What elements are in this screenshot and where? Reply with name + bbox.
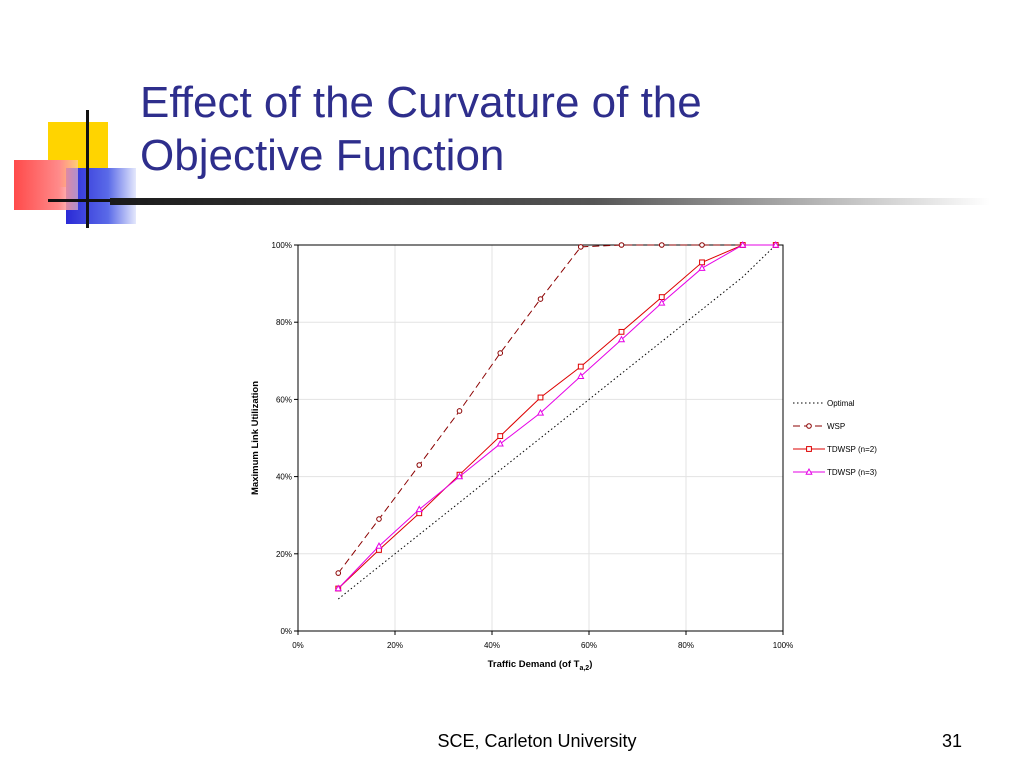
slide-title-line-2: Objective Function: [140, 131, 505, 180]
plot-border: [297, 244, 784, 632]
decor-vertical-line: [86, 110, 89, 228]
data-point-tdwsp-n-3: [496, 439, 504, 447]
data-point-wsp: [456, 408, 463, 414]
x-axis-label-main: Traffic Demand (of T: [488, 659, 580, 670]
legend-marker: [805, 467, 813, 475]
x-tick-label: 100%: [773, 641, 793, 650]
data-point-wsp: [497, 350, 504, 356]
x-axis-label-subscript: a,2: [579, 665, 589, 672]
data-point-tdwsp-n-3: [455, 472, 464, 480]
series-line-tdwsp-n-3: [337, 244, 776, 589]
slide-title-line-1: Effect of the Curvature of the: [140, 78, 702, 127]
x-tick-label: 60%: [581, 641, 597, 650]
x-tick-label: 0%: [292, 641, 304, 650]
axis-ticks: 0% 20% 40% 60% 80% 100% 0% 20% 40% 60% 80% 100%: [272, 241, 794, 650]
data-point-wsp: [618, 242, 625, 248]
data-series: [334, 240, 780, 600]
series-line-optimal: [337, 244, 777, 600]
series-line-wsp: [337, 244, 776, 574]
data-point-wsp: [376, 516, 382, 522]
y-tick-label: 40%: [276, 473, 292, 482]
x-tick-label: 40%: [484, 641, 500, 650]
x-tick-label: 20%: [387, 641, 403, 650]
plot-area: [298, 245, 783, 631]
data-point-tdwsp-n-3: [698, 264, 706, 271]
data-point-wsp: [577, 244, 584, 250]
data-point-tdwsp-n-2: [497, 433, 504, 439]
data-point-tdwsp-n-3: [772, 240, 780, 248]
y-tick-label: 20%: [276, 550, 292, 559]
data-point-tdwsp-n-3: [658, 298, 666, 306]
data-point-wsp: [699, 242, 705, 248]
footer-organization: SCE, Carleton University: [437, 731, 637, 751]
y-axis-label: Maximum Link Utilization: [250, 381, 261, 495]
slide-title: Effect of the Curvature of the Objective…: [140, 76, 1000, 182]
data-point-wsp: [416, 462, 423, 468]
data-point-tdwsp-n-3: [536, 408, 545, 416]
legend-label: TDWSP (n=3): [827, 468, 877, 477]
y-tick-label: 60%: [276, 395, 292, 404]
y-tick-label: 100%: [272, 241, 292, 250]
legend-marker: [806, 446, 812, 452]
data-point-tdwsp-n-3: [334, 584, 342, 592]
data-point-tdwsp-n-3: [375, 542, 383, 549]
data-point-tdwsp-n-2: [618, 328, 625, 335]
x-tick-label: 80%: [678, 641, 694, 650]
y-tick-label: 0%: [280, 627, 292, 636]
legend-label: Optimal: [827, 399, 855, 408]
data-point-tdwsp-n-2: [537, 394, 544, 401]
x-axis-label: Traffic Demand (of Ta,2): [488, 659, 593, 672]
title-underline: [110, 198, 990, 205]
series-optimal: [337, 244, 777, 600]
data-point-tdwsp-n-2: [577, 363, 584, 370]
data-point-wsp: [658, 242, 665, 248]
legend-label: TDWSP (n=2): [827, 445, 877, 454]
legend: Optimal WSP TDWSP (n=2) TDWSP (n=3): [793, 399, 877, 477]
grid-lines: [298, 245, 783, 631]
data-point-tdwsp-n-3: [577, 372, 585, 379]
data-point-wsp: [335, 570, 342, 576]
y-tick-label: 80%: [276, 318, 292, 327]
series-tdwsp-n-3: [334, 240, 780, 592]
data-point-tdwsp-n-3: [415, 505, 423, 513]
legend-label: WSP: [827, 422, 845, 431]
legend-marker: [806, 423, 812, 429]
data-point-tdwsp-n-2: [699, 259, 705, 266]
data-point-wsp: [537, 296, 544, 302]
data-point-tdwsp-n-2: [658, 294, 665, 301]
data-point-tdwsp-n-3: [617, 335, 626, 343]
data-point-tdwsp-n-3: [739, 240, 747, 248]
x-axis-label-suffix: ): [589, 659, 592, 670]
decor-horizontal-line: [48, 199, 118, 202]
series-line-tdwsp-n-2: [337, 244, 776, 589]
slide-number: 31: [941, 731, 962, 751]
